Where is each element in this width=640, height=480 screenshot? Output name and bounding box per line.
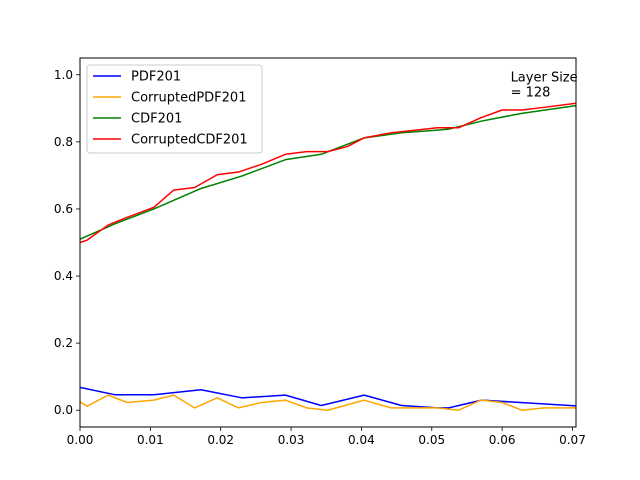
- y-tick-label: 0.6: [54, 202, 73, 216]
- y-tick-label: 1.0: [54, 68, 73, 82]
- legend: PDF201 CorruptedPDF201 CDF201 CorruptedCDF2…: [87, 65, 262, 153]
- x-tick-label: 0.02: [207, 433, 234, 447]
- x-tick-label: 0.04: [348, 433, 375, 447]
- legend-label: CorruptedCDF201: [131, 133, 248, 148]
- x-tick-label: 0.03: [278, 433, 305, 447]
- x-tick-label: 0.07: [559, 433, 586, 447]
- y-tick-label: 0.8: [54, 135, 73, 149]
- x-tick-label: 0.00: [67, 433, 94, 447]
- legend-label: PDF201: [131, 70, 181, 85]
- x-tick-label: 0.05: [418, 433, 445, 447]
- annotation-line: Layer Size: [511, 70, 578, 85]
- y-tick-label: 0.4: [54, 269, 73, 283]
- y-tick-label: 0.2: [54, 336, 73, 350]
- x-tick-label: 0.01: [137, 433, 164, 447]
- y-tick-label: 0.0: [54, 403, 73, 417]
- legend-label: CDF201: [131, 112, 182, 127]
- annotation-line: = 128: [511, 85, 551, 100]
- x-tick-label: 0.06: [489, 433, 516, 447]
- legend-label: CorruptedPDF201: [131, 91, 246, 106]
